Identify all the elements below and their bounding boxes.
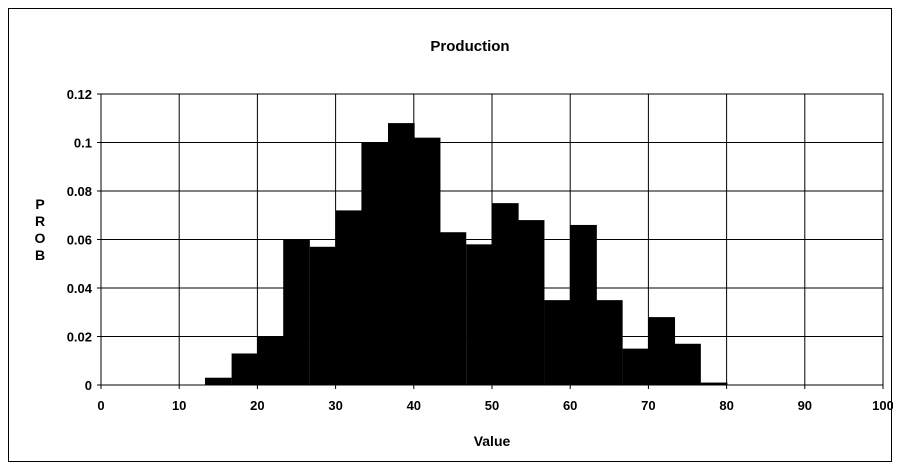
histogram-bar (205, 377, 232, 385)
y-tick-label: 0.04 (67, 281, 93, 296)
histogram-bar (309, 246, 337, 385)
y-tick-label: 0 (85, 378, 92, 393)
histogram-bar (466, 244, 493, 385)
histogram-bar (544, 300, 572, 385)
histogram-bar (387, 123, 415, 385)
x-tick-label: 90 (798, 398, 812, 413)
x-tick-label: 30 (328, 398, 342, 413)
y-tick-label: 0.08 (67, 184, 92, 199)
histogram-bar (257, 336, 285, 385)
histogram-bar (335, 210, 363, 385)
histogram-bar (596, 300, 623, 385)
histogram-bar (674, 343, 701, 385)
histogram-bar (517, 220, 545, 385)
y-tick-label: 0.06 (67, 233, 92, 248)
histogram-bar (283, 239, 310, 385)
bars-group (205, 123, 728, 385)
histogram-bar (492, 203, 519, 385)
y-axis-ticks: 0 0.02 0.04 0.06 0.08 0.1 0.12 (67, 87, 101, 393)
histogram-bar (648, 317, 676, 385)
x-tick-label: 0 (97, 398, 104, 413)
histogram-bar (439, 232, 467, 385)
histogram-bar (361, 142, 389, 385)
x-axis-label: Value (474, 433, 511, 449)
y-tick-label: 0.1 (74, 136, 92, 151)
x-tick-label: 20 (250, 398, 264, 413)
x-axis-ticks: 0 10 20 30 40 50 60 70 80 90 100 (97, 385, 893, 413)
x-tick-label: 50 (485, 398, 499, 413)
x-tick-label: 10 (172, 398, 186, 413)
histogram-bar (231, 353, 259, 385)
y-tick-label: 0.02 (67, 330, 92, 345)
y-tick-label: 0.12 (67, 87, 92, 102)
histogram-chart: Production 0 10 20 30 40 50 60 70 80 90 100 00.020… (35, 38, 893, 449)
x-tick-label: 70 (641, 398, 655, 413)
chart-title: Production (430, 38, 509, 55)
chart-frame: Production 0 10 20 30 40 50 60 70 80 90 100 0 0.02 0… (8, 8, 893, 462)
x-tick-label: 60 (563, 398, 577, 413)
histogram-bar (622, 348, 650, 385)
histogram-bar (570, 224, 597, 385)
histogram-bar (700, 382, 728, 385)
x-tick-label: 80 (719, 398, 733, 413)
histogram-bar (413, 137, 441, 385)
x-tick-label: 40 (407, 398, 421, 413)
x-tick-label: 100 (872, 398, 893, 413)
